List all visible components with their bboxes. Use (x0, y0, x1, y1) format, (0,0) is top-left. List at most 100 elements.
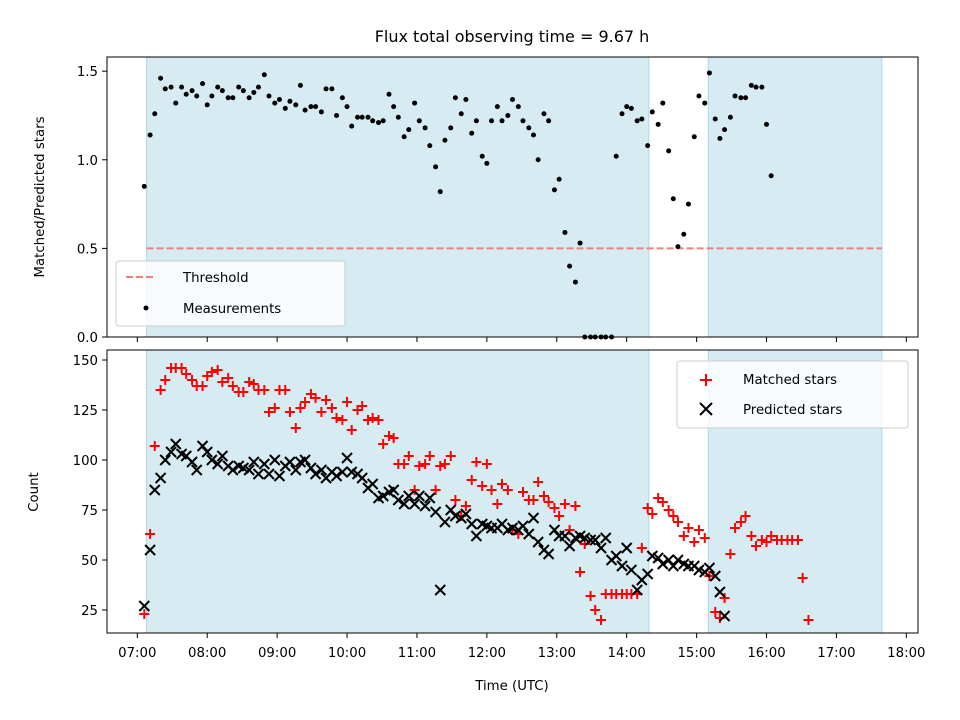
data-point (359, 114, 365, 120)
data-point (138, 600, 150, 612)
data-point (666, 148, 672, 154)
data-point (584, 534, 597, 546)
data-point-d2 (149, 484, 161, 496)
data-point (409, 485, 420, 495)
data-point (797, 573, 808, 583)
data-point-d2 (439, 516, 451, 528)
panel-ratio: 0.0 0.5 1.0 1.5 Matched/Predicted stars Thr… (33, 56, 919, 346)
data-point (541, 111, 547, 117)
data-point (655, 121, 661, 127)
data-point (657, 497, 668, 507)
legend-matched-label: Matched stars (743, 373, 837, 388)
x-tick-label: 17:00 (817, 646, 855, 661)
data-point (323, 86, 329, 92)
x-tick-label: 12:00 (468, 646, 506, 661)
data-point (159, 454, 171, 466)
data-point (693, 525, 704, 535)
data-point (251, 89, 257, 95)
data-point (435, 461, 446, 471)
legend-top: Threshold Measurements (115, 260, 346, 327)
data-point (206, 454, 218, 466)
data-point (211, 458, 224, 470)
data-point (330, 470, 343, 482)
data-point-d2 (641, 568, 654, 580)
data-point (628, 105, 634, 111)
data-point (719, 593, 730, 603)
data-point (520, 118, 526, 124)
data-point (147, 132, 153, 138)
data-point-d2 (445, 504, 457, 516)
data-point-d2 (392, 494, 405, 506)
data-point (259, 385, 270, 395)
data-point (408, 498, 421, 510)
data-point (403, 490, 415, 502)
data-point (735, 517, 746, 527)
data-point (217, 377, 228, 387)
data-point (636, 543, 647, 553)
data-point (585, 591, 596, 601)
data-point (499, 118, 505, 124)
data-point-d2 (258, 458, 271, 470)
data-point (248, 456, 260, 468)
y-tick-label: 150 (73, 354, 98, 369)
data-point (660, 100, 666, 106)
data-point-d2 (138, 600, 150, 612)
data-point (276, 97, 282, 103)
data-point-d2 (248, 456, 260, 468)
data-point (212, 365, 223, 375)
data-point (657, 558, 669, 570)
data-point (176, 363, 187, 373)
data-point (386, 91, 392, 97)
data-point (577, 240, 583, 246)
data-point (269, 454, 281, 466)
data-point-d2 (481, 520, 493, 532)
data-point (768, 173, 774, 179)
data-point (510, 97, 515, 103)
legend-box-top (115, 260, 346, 327)
legend-predicted-label: Predicted stars (743, 403, 842, 418)
x-tick-label: 16:00 (747, 646, 785, 661)
data-point (668, 511, 679, 521)
data-point (551, 187, 557, 193)
data-point-d2 (595, 542, 607, 554)
data-point-d2 (470, 530, 483, 542)
data-point (645, 143, 651, 149)
legend-threshold-label: Threshold (182, 271, 249, 286)
data-point (266, 93, 272, 99)
x-tick-label: 13:00 (538, 646, 576, 661)
data-point (429, 506, 442, 518)
data-point (227, 381, 238, 391)
series-predicted-stars (138, 438, 731, 622)
data-point-d2 (466, 518, 478, 530)
data-point (308, 104, 314, 110)
legend-measurements-swatch (143, 305, 149, 311)
data-point (683, 523, 694, 533)
data-point (206, 367, 217, 377)
data-point (282, 105, 288, 111)
data-point (191, 464, 203, 476)
data-point-d2 (366, 478, 379, 490)
data-point (439, 516, 451, 528)
x-tick-label: 11:00 (398, 646, 436, 661)
data-point (477, 481, 488, 491)
data-point (336, 466, 349, 478)
data-point-d2 (652, 552, 664, 564)
data-point-d2 (631, 584, 643, 596)
data-point-d2 (678, 558, 690, 570)
data-point-d2 (180, 450, 192, 462)
data-point (486, 485, 497, 495)
data-point (639, 116, 645, 122)
data-point (331, 413, 342, 423)
data-point (427, 143, 433, 149)
data-point-d2 (662, 554, 675, 566)
legend-predicted-swatch (699, 402, 713, 416)
data-point (269, 403, 280, 413)
data-point (452, 95, 458, 101)
data-point (370, 118, 376, 124)
y-tick-label: 125 (73, 404, 98, 419)
data-point-d2 (356, 472, 368, 484)
legend-bottom: Matched stars Predicted stars (676, 360, 909, 429)
data-point (703, 562, 716, 574)
data-point-d2 (548, 524, 561, 536)
x-tick-label: 14:00 (608, 646, 646, 661)
